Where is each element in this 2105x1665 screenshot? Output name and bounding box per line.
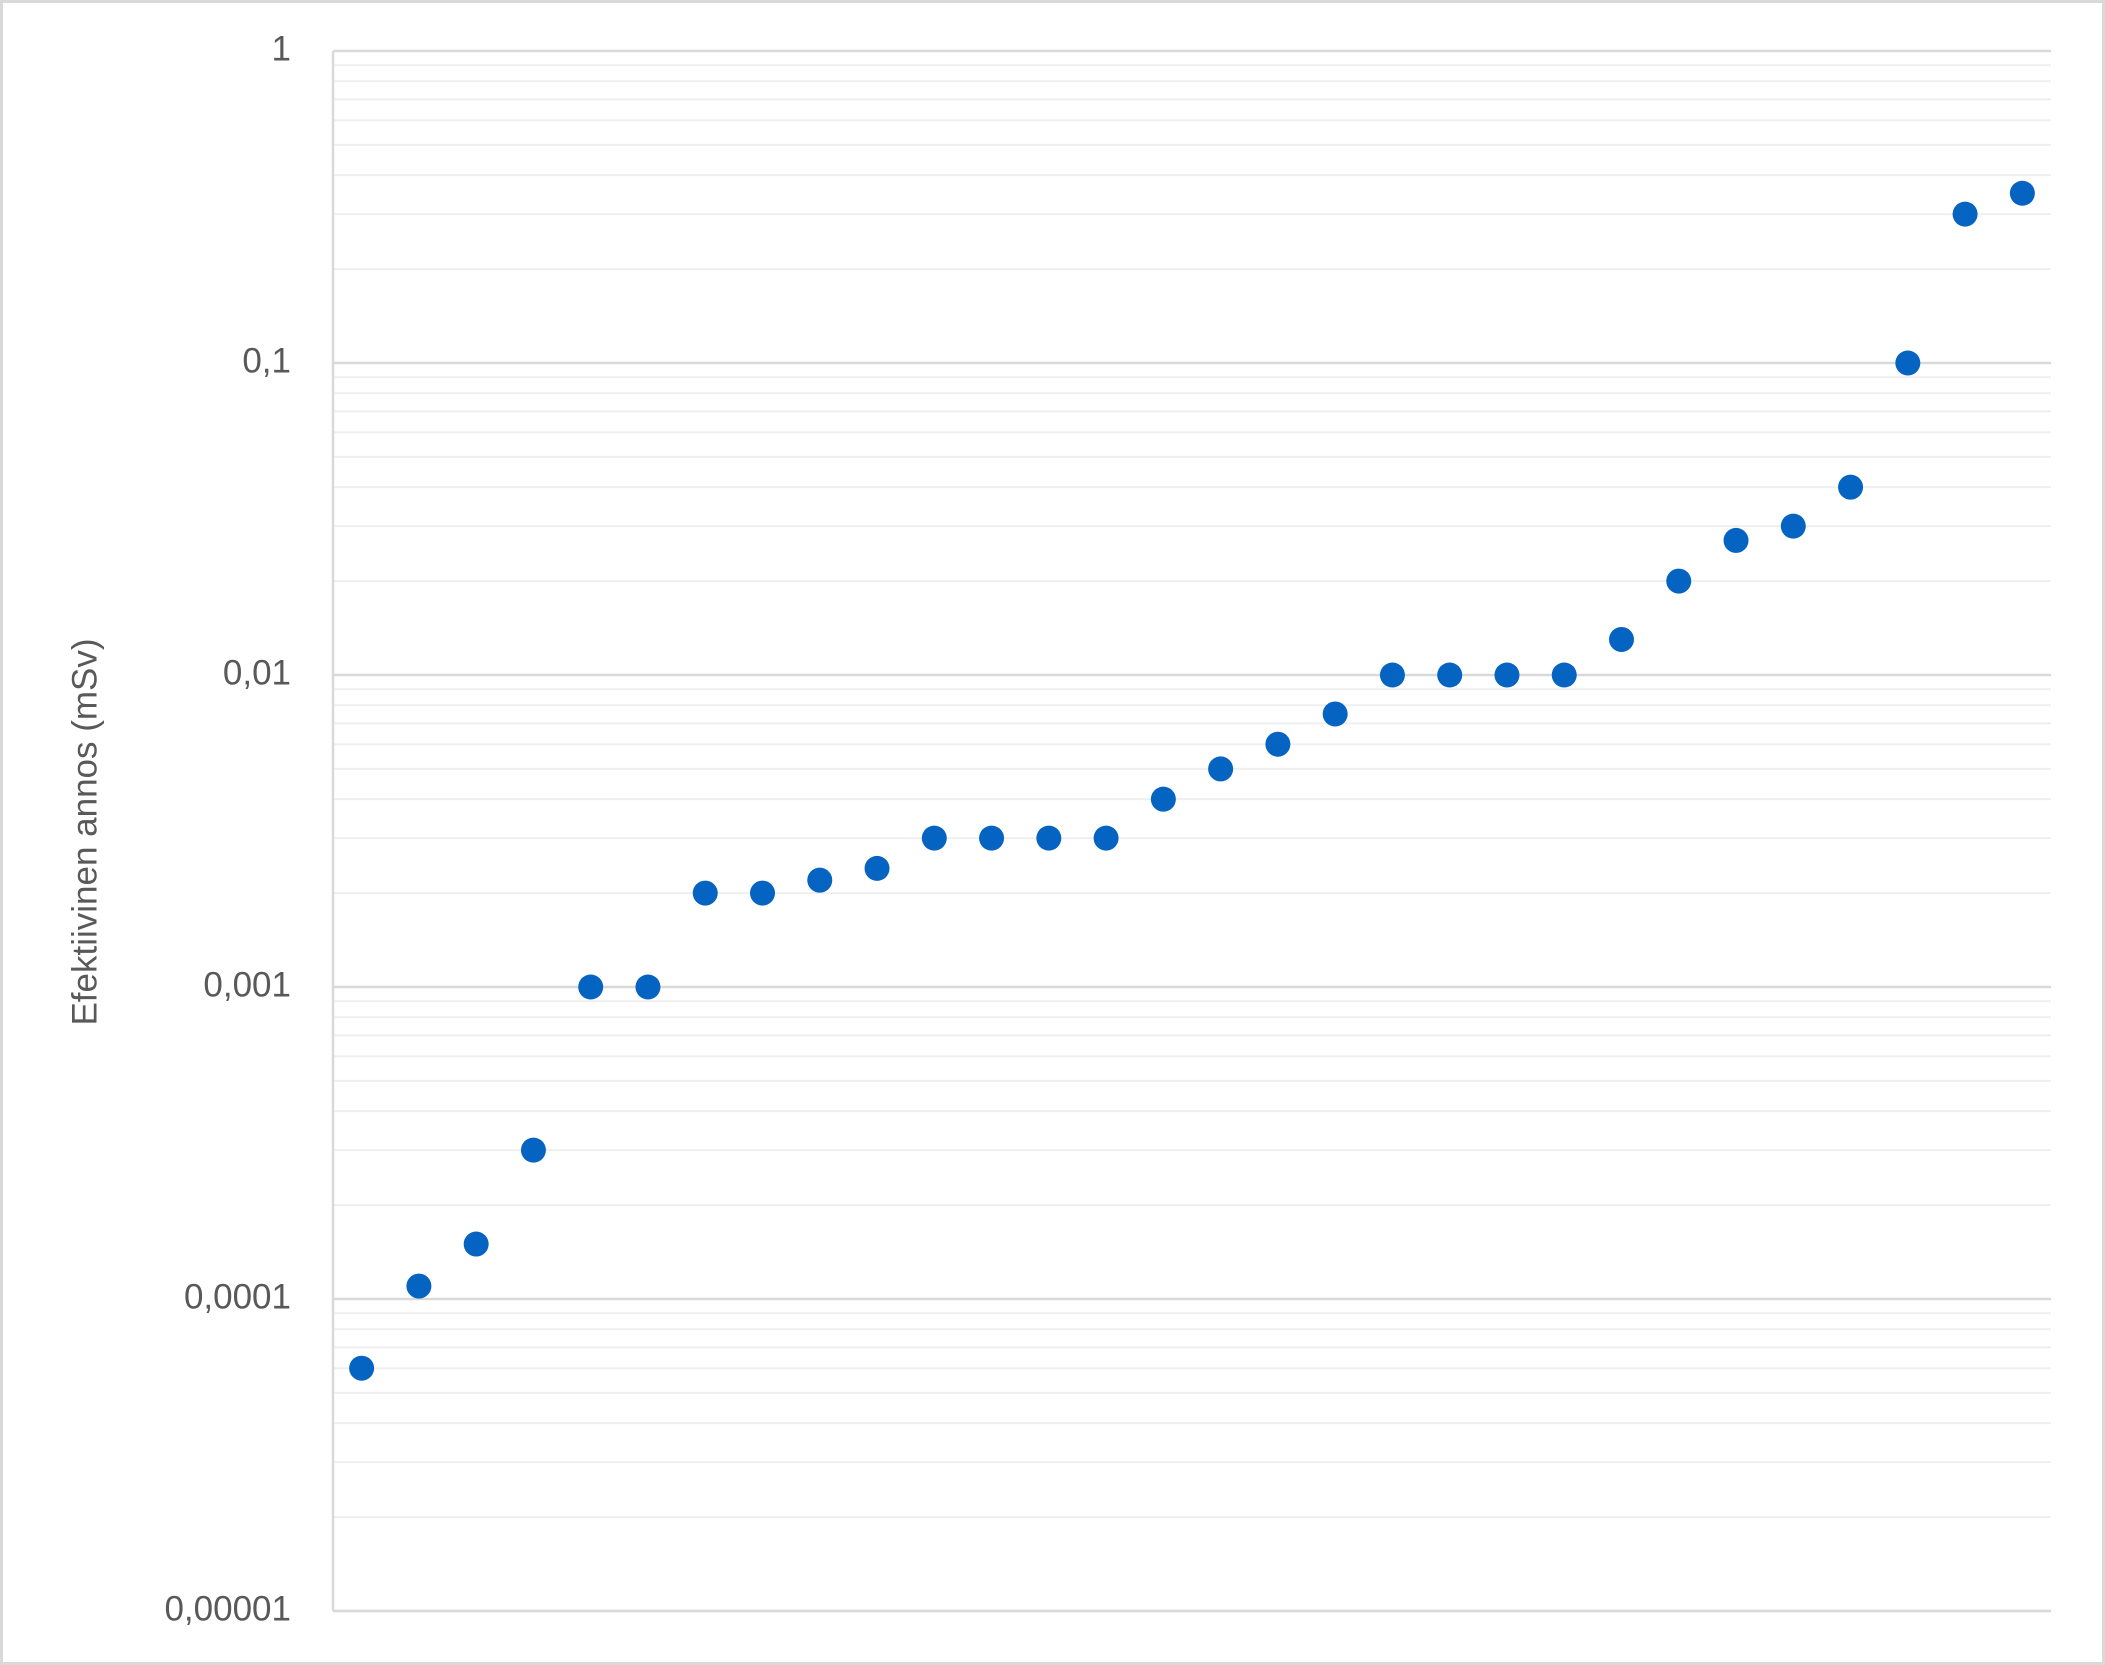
- point: [692, 880, 718, 906]
- point: [1723, 527, 1749, 553]
- point: [864, 855, 890, 881]
- point: [1322, 701, 1348, 727]
- y-tick-label: 0,001: [203, 965, 291, 1004]
- point: [1780, 513, 1806, 539]
- point: [750, 880, 775, 906]
- point: [807, 867, 833, 893]
- point: [1838, 474, 1864, 500]
- point: [406, 1273, 432, 1299]
- point: [578, 974, 604, 1000]
- point: [1666, 568, 1692, 594]
- point: [1437, 662, 1463, 688]
- point: [635, 974, 661, 1000]
- point: [1379, 662, 1405, 688]
- point: [2009, 180, 2035, 206]
- y-tick-label: 1: [272, 29, 291, 68]
- point: [921, 825, 947, 851]
- y-tick-label: 0,01: [223, 653, 291, 692]
- point: [979, 825, 1005, 851]
- point: [1036, 825, 1062, 851]
- y-tick-label: 0,0001: [184, 1277, 291, 1316]
- y-tick-label: 0,1: [242, 341, 291, 380]
- point: [463, 1231, 489, 1257]
- point: [1895, 350, 1921, 376]
- y-axis-label: Efektiivinen annos (mSv): [65, 638, 104, 1025]
- point: [1208, 756, 1234, 782]
- y-tick-label: 0,00001: [164, 1589, 291, 1628]
- point: [1093, 825, 1119, 851]
- point: [520, 1137, 546, 1163]
- point: [1265, 731, 1291, 757]
- point: [1150, 786, 1176, 812]
- point: [1494, 662, 1520, 688]
- point: [1609, 626, 1634, 652]
- point: [349, 1355, 375, 1381]
- point: [1952, 201, 1978, 227]
- point: [1551, 662, 1577, 688]
